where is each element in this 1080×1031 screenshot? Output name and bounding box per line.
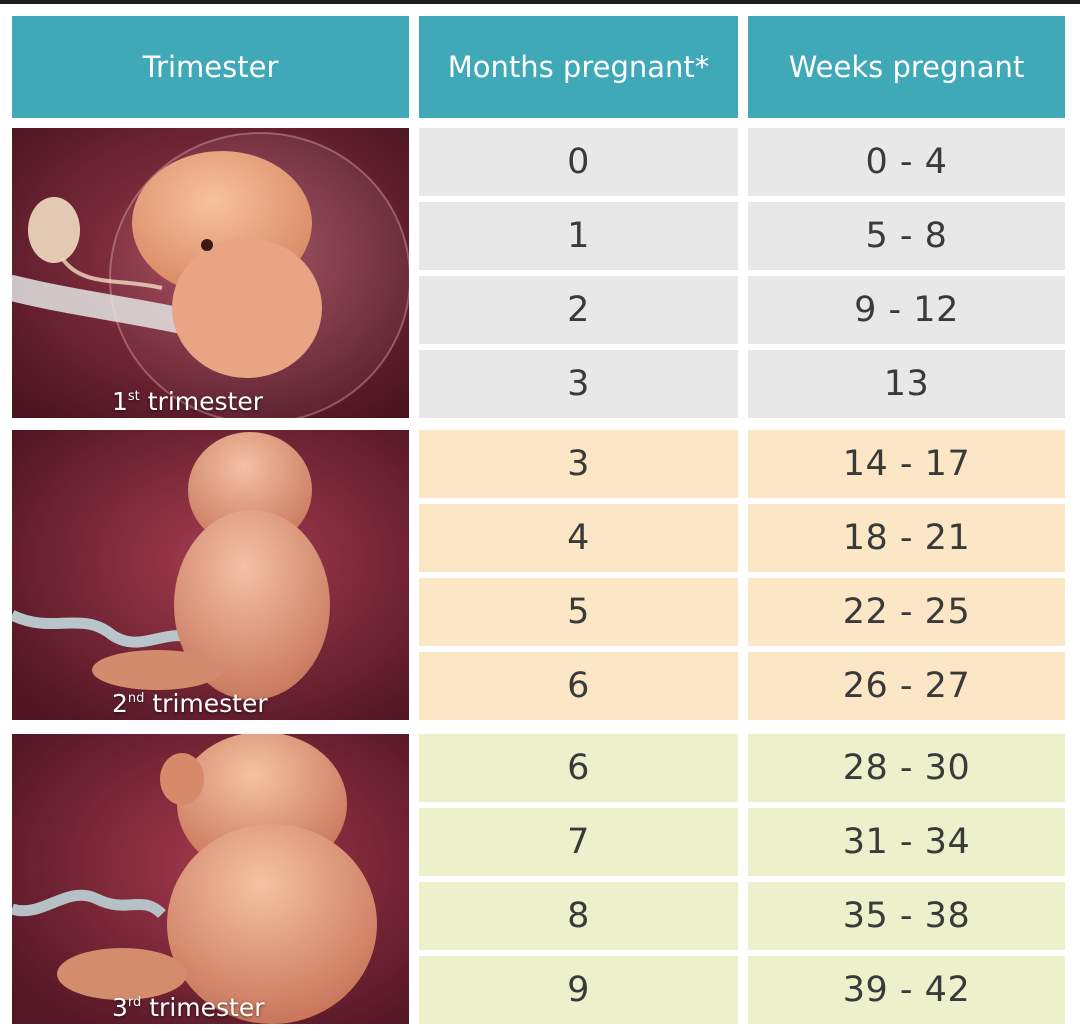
weeks-cell: 31 - 34 bbox=[748, 808, 1065, 876]
months-cell-text: 4 bbox=[567, 518, 590, 558]
weeks-cell: 39 - 42 bbox=[748, 956, 1065, 1024]
months-cell-text: 6 bbox=[567, 748, 590, 788]
trimester-1-panel: 1st trimester bbox=[12, 128, 409, 418]
weeks-cell: 5 - 8 bbox=[748, 202, 1065, 270]
weeks-cell-text: 9 - 12 bbox=[854, 290, 959, 330]
months-cell: 2 bbox=[419, 276, 738, 344]
weeks-cell: 13 bbox=[748, 350, 1065, 418]
months-cell: 3 bbox=[419, 350, 738, 418]
header-trimester-label: Trimester bbox=[142, 50, 279, 84]
weeks-cell-text: 13 bbox=[883, 364, 930, 404]
fetus-second-trimester-illustration bbox=[12, 430, 409, 720]
trimester-3-panel: 3rd trimester bbox=[12, 734, 409, 1024]
months-cell: 8 bbox=[419, 882, 738, 950]
weeks-cell-text: 18 - 21 bbox=[842, 518, 971, 558]
months-cell: 9 bbox=[419, 956, 738, 1024]
months-cell-text: 2 bbox=[567, 290, 590, 330]
header-weeks-label: Weeks pregnant bbox=[788, 50, 1025, 84]
weeks-cell: 18 - 21 bbox=[748, 504, 1065, 572]
weeks-cell-text: 39 - 42 bbox=[842, 970, 971, 1010]
weeks-cell-text: 31 - 34 bbox=[842, 822, 971, 862]
months-cell-text: 3 bbox=[567, 364, 590, 404]
trimester-1-label: 1st trimester bbox=[112, 387, 263, 416]
weeks-cell: 9 - 12 bbox=[748, 276, 1065, 344]
months-cell-text: 1 bbox=[567, 216, 590, 256]
header-weeks: Weeks pregnant bbox=[748, 16, 1065, 118]
months-cell-text: 7 bbox=[567, 822, 590, 862]
months-cell: 1 bbox=[419, 202, 738, 270]
weeks-cell: 0 - 4 bbox=[748, 128, 1065, 196]
months-cell: 6 bbox=[419, 734, 738, 802]
weeks-cell-text: 5 - 8 bbox=[865, 216, 948, 256]
weeks-cell: 14 - 17 bbox=[748, 430, 1065, 498]
header-trimester: Trimester bbox=[12, 16, 409, 118]
months-cell-text: 5 bbox=[567, 592, 590, 632]
weeks-cell-text: 28 - 30 bbox=[842, 748, 971, 788]
weeks-cell: 26 - 27 bbox=[748, 652, 1065, 720]
weeks-cell: 22 - 25 bbox=[748, 578, 1065, 646]
months-cell-text: 6 bbox=[567, 666, 590, 706]
months-cell-text: 3 bbox=[567, 444, 590, 484]
months-cell: 5 bbox=[419, 578, 738, 646]
months-cell-text: 8 bbox=[567, 896, 590, 936]
top-border bbox=[0, 0, 1080, 4]
weeks-cell-text: 14 - 17 bbox=[842, 444, 971, 484]
months-cell-text: 9 bbox=[567, 970, 590, 1010]
trimester-2-panel: 2nd trimester bbox=[12, 430, 409, 720]
months-cell: 3 bbox=[419, 430, 738, 498]
weeks-cell-text: 26 - 27 bbox=[842, 666, 971, 706]
weeks-cell-text: 35 - 38 bbox=[842, 896, 971, 936]
trimester-2-label: 2nd trimester bbox=[112, 689, 268, 718]
embryo-illustration bbox=[12, 128, 409, 418]
header-months-label: Months pregnant* bbox=[447, 50, 710, 84]
weeks-cell-text: 0 - 4 bbox=[865, 142, 948, 182]
trimester-3-label: 3rd trimester bbox=[112, 993, 265, 1022]
months-cell: 4 bbox=[419, 504, 738, 572]
fetus-third-trimester-illustration bbox=[12, 734, 409, 1024]
months-cell: 7 bbox=[419, 808, 738, 876]
header-months: Months pregnant* bbox=[419, 16, 738, 118]
weeks-cell: 35 - 38 bbox=[748, 882, 1065, 950]
months-cell: 0 bbox=[419, 128, 738, 196]
weeks-cell: 28 - 30 bbox=[748, 734, 1065, 802]
months-cell-text: 0 bbox=[567, 142, 590, 182]
weeks-cell-text: 22 - 25 bbox=[842, 592, 971, 632]
months-cell: 6 bbox=[419, 652, 738, 720]
